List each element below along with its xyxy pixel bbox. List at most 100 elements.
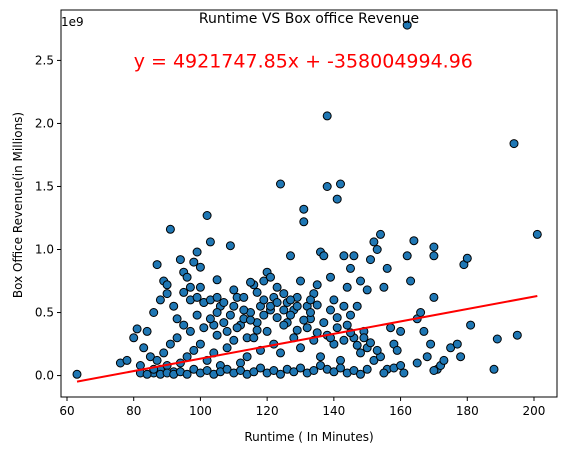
chart-title: Runtime VS Box office Revenue bbox=[199, 11, 419, 27]
data-point bbox=[366, 338, 375, 348]
data-point bbox=[172, 314, 182, 324]
data-point bbox=[429, 366, 439, 375]
data-point bbox=[456, 352, 466, 362]
y-axis-ticks: 0.0 0.5 1.0 1.5 2.0 2.5 bbox=[35, 53, 61, 383]
data-point bbox=[232, 323, 242, 333]
x-tick-label: 120 bbox=[256, 404, 279, 418]
data-point bbox=[72, 369, 82, 379]
data-point bbox=[406, 276, 416, 286]
data-point bbox=[319, 251, 329, 261]
data-point bbox=[202, 211, 212, 220]
data-point bbox=[269, 366, 279, 375]
data-point bbox=[342, 320, 352, 330]
data-point bbox=[396, 326, 406, 336]
data-point bbox=[322, 182, 332, 191]
data-point bbox=[346, 310, 355, 320]
data-point bbox=[276, 348, 285, 358]
data-point bbox=[422, 352, 432, 362]
x-tick-label: 180 bbox=[456, 404, 479, 418]
data-point bbox=[369, 237, 379, 247]
data-point bbox=[429, 242, 439, 252]
data-point bbox=[402, 20, 412, 30]
regression-equation: y = 4921747.85x + -358004994.96 bbox=[134, 50, 473, 72]
data-point bbox=[312, 280, 322, 290]
data-point bbox=[239, 292, 249, 302]
data-point bbox=[416, 308, 426, 317]
data-point bbox=[259, 276, 269, 286]
data-point bbox=[349, 366, 359, 375]
plot-frame bbox=[60, 9, 558, 398]
regression-line bbox=[76, 295, 538, 383]
data-point bbox=[329, 367, 339, 377]
data-point bbox=[145, 352, 155, 362]
x-tick-label: 100 bbox=[189, 404, 212, 418]
y-tick-label: 2.0 bbox=[35, 116, 54, 130]
data-point bbox=[162, 289, 172, 299]
data-point bbox=[336, 363, 345, 373]
data-point bbox=[192, 310, 202, 320]
data-point bbox=[296, 343, 305, 353]
data-point bbox=[179, 287, 189, 297]
data-point bbox=[306, 308, 315, 317]
data-point bbox=[446, 343, 456, 353]
points-layer bbox=[72, 20, 542, 379]
data-point bbox=[339, 251, 349, 261]
data-point bbox=[242, 352, 252, 362]
data-point bbox=[326, 272, 335, 282]
data-point bbox=[152, 260, 162, 270]
data-point bbox=[452, 339, 462, 349]
data-point bbox=[346, 263, 355, 273]
data-point bbox=[252, 325, 262, 335]
data-point bbox=[239, 305, 249, 315]
data-point bbox=[332, 194, 342, 204]
data-point bbox=[172, 333, 182, 343]
data-point bbox=[462, 253, 472, 263]
regression-layer bbox=[76, 295, 538, 383]
data-point bbox=[292, 325, 302, 335]
data-point bbox=[179, 320, 189, 330]
data-point bbox=[332, 313, 342, 323]
data-point bbox=[356, 369, 365, 379]
data-point bbox=[372, 345, 382, 355]
y-axis-label: Box Office Revenue(in Millions) bbox=[11, 112, 25, 298]
data-point bbox=[132, 324, 142, 334]
data-point bbox=[246, 277, 255, 287]
data-point bbox=[306, 295, 315, 305]
y-tick-label: 0.0 bbox=[35, 369, 54, 383]
data-point bbox=[212, 275, 222, 285]
data-point bbox=[205, 237, 215, 247]
data-point bbox=[339, 301, 349, 311]
data-point bbox=[339, 335, 349, 345]
data-point bbox=[155, 295, 165, 305]
data-point bbox=[419, 326, 429, 336]
data-point bbox=[296, 276, 305, 286]
data-point bbox=[286, 251, 295, 261]
data-point bbox=[492, 334, 502, 344]
data-point bbox=[292, 301, 302, 311]
data-point bbox=[372, 245, 382, 254]
data-point bbox=[219, 318, 229, 328]
data-point bbox=[259, 295, 269, 305]
data-point bbox=[229, 285, 239, 295]
data-point bbox=[212, 330, 222, 340]
data-point bbox=[276, 179, 285, 189]
data-point bbox=[299, 204, 309, 214]
data-point bbox=[192, 292, 202, 302]
data-point bbox=[316, 361, 325, 370]
data-point bbox=[429, 292, 439, 302]
y-tick-label: 2.5 bbox=[35, 53, 54, 67]
data-point bbox=[302, 323, 312, 333]
data-point bbox=[152, 355, 162, 365]
x-axis-label: Runtime ( In Minutes) bbox=[244, 430, 373, 444]
data-point bbox=[356, 348, 365, 358]
data-point bbox=[189, 257, 199, 267]
data-point bbox=[289, 367, 299, 377]
data-point bbox=[229, 301, 239, 311]
data-point bbox=[205, 314, 215, 324]
data-point bbox=[379, 282, 389, 292]
data-point bbox=[202, 366, 212, 375]
data-point bbox=[185, 282, 195, 292]
data-point bbox=[359, 333, 369, 343]
data-point bbox=[272, 282, 282, 292]
data-point bbox=[182, 369, 192, 379]
